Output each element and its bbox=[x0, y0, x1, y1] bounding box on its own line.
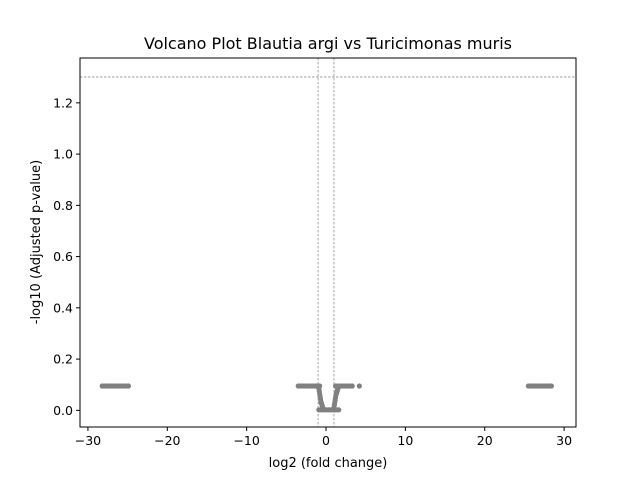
x-axis-ticks: −30 −20 −10 0 10 20 30 bbox=[75, 427, 572, 448]
data-points bbox=[99, 383, 554, 413]
y-tick-label: 0.2 bbox=[53, 352, 73, 367]
y-tick-label: 0.6 bbox=[53, 249, 73, 264]
y-tick-label: 0.4 bbox=[53, 300, 73, 315]
threshold-lines bbox=[80, 58, 576, 427]
data-point bbox=[336, 407, 342, 413]
x-tick-label: −10 bbox=[233, 433, 259, 448]
x-tick-label: 30 bbox=[556, 433, 572, 448]
y-axis-title: -log10 (Adjusted p-value) bbox=[29, 160, 44, 324]
y-tick-label: 0.8 bbox=[53, 198, 73, 213]
y-tick-label: 1.2 bbox=[53, 95, 73, 110]
data-point bbox=[125, 383, 132, 389]
y-tick-label: 1.0 bbox=[53, 147, 73, 162]
plot-frame bbox=[79, 57, 577, 428]
data-point bbox=[356, 383, 362, 389]
data-point bbox=[349, 383, 355, 389]
y-tick-label: 0.0 bbox=[53, 403, 73, 418]
y-axis-ticks: 0.0 0.2 0.4 0.6 0.8 1.0 1.2 bbox=[53, 95, 80, 418]
x-tick-label: 20 bbox=[477, 433, 493, 448]
x-tick-label: −20 bbox=[154, 433, 180, 448]
data-point bbox=[548, 383, 554, 389]
x-tick-label: 0 bbox=[322, 433, 330, 448]
x-tick-label: −30 bbox=[75, 433, 101, 448]
chart-title: Volcano Plot Blautia argi vs Turicimonas… bbox=[144, 34, 512, 53]
x-tick-label: 10 bbox=[397, 433, 413, 448]
x-axis-title: log2 (fold change) bbox=[269, 456, 388, 471]
